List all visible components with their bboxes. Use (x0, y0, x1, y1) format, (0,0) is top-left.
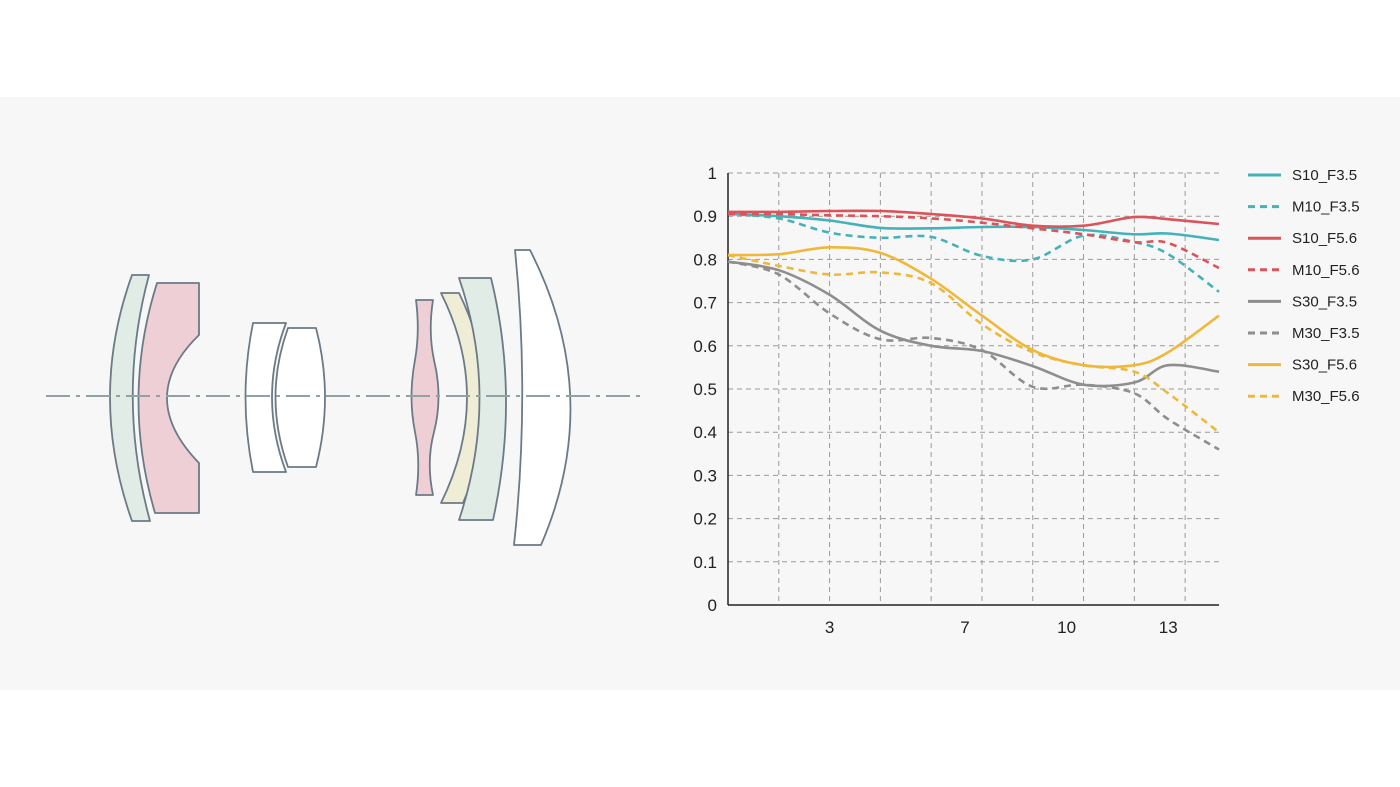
y-tick-label: 0.9 (693, 207, 717, 226)
lens-element-5 (410, 299, 440, 496)
y-tick-label: 0.7 (693, 294, 717, 313)
series-line-m30-f3-5 (727, 260, 1220, 451)
series-line-m10-f3-5 (727, 212, 1220, 293)
grid (728, 172, 1219, 605)
legend-label: M30_F3.5 (1292, 325, 1360, 342)
series-line-s10-f5-6 (727, 209, 1220, 228)
series-line-m30-f5-6 (727, 253, 1220, 434)
axes (727, 173, 1219, 606)
y-tick-label: 1 (708, 164, 717, 183)
y-tick-labels: 0 0.1 0.2 0.3 0.4 0.5 0.6 0.7 0.8 0.9 1 (693, 164, 717, 615)
lens-element-7 (458, 277, 507, 521)
legend-label: M10_F5.6 (1292, 262, 1360, 279)
y-tick-label: 0 (708, 596, 717, 615)
y-tick-label: 0.1 (693, 553, 717, 572)
legend-label: S10_F5.6 (1292, 230, 1357, 247)
x-tick-label: 13 (1159, 618, 1178, 637)
x-tick-label: 10 (1057, 618, 1076, 637)
legend-label: S10_F3.5 (1292, 167, 1357, 184)
series-lines (727, 209, 1220, 451)
lens-diagram (109, 249, 572, 546)
lens-element-2 (137, 282, 200, 514)
lens-element-3 (244, 322, 287, 473)
y-tick-label: 0.8 (693, 250, 717, 269)
series-line-s30-f5-6 (727, 245, 1220, 369)
legend-label: M10_F3.5 (1292, 199, 1360, 216)
series-line-s10-f3-5 (727, 212, 1220, 242)
y-tick-label: 0.5 (693, 380, 717, 399)
lens-element-8 (513, 249, 572, 546)
y-tick-label: 0.4 (693, 423, 717, 442)
legend-label: M30_F5.6 (1292, 388, 1360, 405)
lens-element-4 (274, 327, 326, 468)
series-line-m10-f5-6 (727, 212, 1220, 270)
x-tick-label: 3 (825, 618, 834, 637)
legend: S10_F3.5 M10_F3.5 S10_F5.6 M10_F5.6 S30_F3.5… (1248, 167, 1360, 405)
lens-element-1 (109, 274, 151, 522)
y-tick-label: 0.6 (693, 337, 717, 356)
x-tick-labels: 3 7 10 13 (825, 618, 1178, 637)
series-line-s30-f3-5 (727, 260, 1220, 388)
mtf-chart: 0 0.1 0.2 0.3 0.4 0.5 0.6 0.7 0.8 0.9 1 3 7 10 13 S10… (693, 164, 1359, 637)
y-tick-label: 0.2 (693, 510, 717, 529)
y-tick-label: 0.3 (693, 466, 717, 485)
x-tick-label: 7 (960, 618, 969, 637)
legend-label: S30_F5.6 (1292, 357, 1357, 374)
legend-label: S30_F3.5 (1292, 293, 1357, 310)
